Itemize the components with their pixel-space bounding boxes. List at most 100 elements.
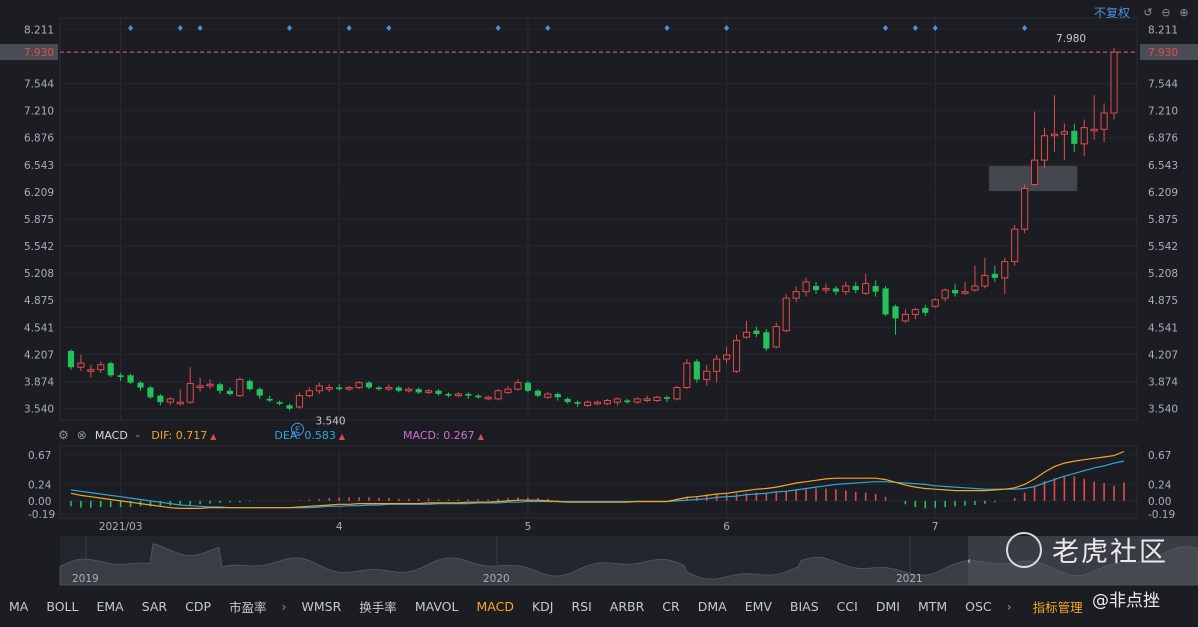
candle (574, 402, 581, 404)
candle (345, 387, 353, 390)
candle (693, 361, 700, 380)
candle (514, 382, 522, 390)
tab-15[interactable]: EMV (744, 598, 772, 614)
candle (355, 382, 363, 389)
candle (593, 401, 602, 405)
tab-6[interactable]: WMSR (301, 598, 342, 614)
tab-14[interactable]: DMA (697, 598, 727, 614)
chevron-down-icon[interactable]: ⌄ (133, 430, 142, 440)
candle (465, 394, 472, 396)
candle (782, 297, 790, 332)
candle (77, 362, 85, 368)
zoom-out-icon[interactable]: ⊖ (1161, 5, 1171, 19)
tab-20[interactable]: OSC (965, 598, 992, 614)
candle (87, 369, 95, 372)
dea-value: DEA: 0.583 ▲ (274, 428, 346, 442)
high-annotation: 7.980 (1056, 33, 1086, 45)
candle (703, 370, 711, 380)
watermark-credit: @非点挫 (1092, 591, 1160, 611)
candle (67, 350, 75, 368)
candle (1090, 128, 1098, 132)
x-tick: 2021/03 (99, 521, 143, 533)
candle (425, 390, 433, 393)
candle (643, 398, 651, 402)
candle (147, 387, 154, 398)
candle (1080, 127, 1088, 145)
tab-7[interactable]: 换手率 (359, 599, 397, 615)
tab-0[interactable]: MA (9, 598, 29, 614)
candle (1110, 51, 1118, 114)
current-price-right: 7.930 (1148, 47, 1178, 59)
candle (206, 383, 214, 387)
tab-4[interactable]: CDP (185, 598, 212, 614)
tab-3[interactable]: SAR (141, 598, 168, 614)
candle (534, 390, 541, 396)
candle (395, 387, 402, 391)
candle (952, 290, 959, 294)
tab-19[interactable]: MTM (917, 598, 948, 614)
y-tick-left: 3.874 (24, 377, 54, 389)
candle (583, 401, 592, 406)
settings-icon[interactable]: ⚙ (58, 428, 69, 442)
candle (176, 401, 184, 405)
tab-10[interactable]: KDJ (531, 598, 554, 614)
candle (276, 402, 283, 404)
x-tick: 7 (932, 521, 939, 533)
candle (236, 378, 244, 397)
indicator-name[interactable]: MACD (94, 428, 128, 442)
tab-1[interactable]: BOLL (46, 598, 79, 614)
y-tick-right: 4.207 (1148, 349, 1178, 361)
event-badge-icon (291, 422, 305, 436)
y-tick-right: 3.540 (1148, 404, 1178, 416)
candle (415, 389, 422, 393)
candle (1100, 112, 1108, 130)
tab-11[interactable]: RSI (571, 598, 592, 614)
indicator-tabs: MA BOLL EMA SAR CDP 市盈率 › WMSR 换手率 MAVOL MACD KDJ RS… (0, 592, 1198, 620)
tab-17[interactable]: CCI (836, 598, 858, 614)
candle (157, 395, 164, 403)
candle (971, 285, 979, 291)
candle (117, 375, 124, 377)
event-badge-label: E (295, 426, 300, 436)
tab-18[interactable]: DMI (875, 598, 900, 614)
x-tick: 5 (525, 521, 532, 533)
candle (375, 387, 382, 390)
undo-icon[interactable]: ↺ (1143, 5, 1153, 19)
candle (961, 291, 969, 294)
candle (862, 283, 870, 294)
candle (97, 364, 105, 371)
tab-8[interactable]: MAVOL (414, 598, 459, 614)
current-price-tag-right (1140, 44, 1198, 61)
y-tick-left: 5.542 (24, 241, 54, 253)
close-icon[interactable]: ⊗ (76, 428, 87, 442)
macd-panel-frame (59, 445, 1138, 519)
candle (931, 299, 939, 307)
navigator-arrow-icon[interactable]: ‹ (967, 556, 971, 567)
candle (127, 375, 134, 383)
candle (713, 358, 721, 372)
candle (892, 306, 899, 319)
candle (882, 288, 889, 315)
event-marker (1022, 25, 1028, 31)
tab-16[interactable]: BIAS (789, 598, 819, 614)
tab-more-icon[interactable]: › (281, 598, 287, 614)
event-marker (177, 25, 183, 31)
tab-12[interactable]: ARBR (609, 598, 645, 614)
candle (305, 390, 313, 397)
candle (246, 381, 253, 390)
tab-2[interactable]: EMA (96, 598, 124, 614)
tab-scroll-icon[interactable]: › (1006, 598, 1012, 614)
candle (1050, 133, 1059, 137)
macd-y-tick-left: 0.00 (28, 496, 51, 508)
candle (732, 339, 741, 372)
y-tick-left: 3.540 (24, 404, 54, 416)
tab-13[interactable]: CR (662, 598, 680, 614)
price-adjust-toggle[interactable]: 不复权 (1093, 6, 1130, 20)
indicator-manage-button[interactable]: 指标管理 (1032, 599, 1083, 615)
candle (1011, 228, 1019, 263)
tab-5[interactable]: 市盈率 (229, 599, 267, 615)
tab-9[interactable]: MACD (476, 598, 514, 614)
y-tick-right: 4.541 (1148, 322, 1178, 334)
candle (137, 382, 144, 388)
zoom-in-icon[interactable]: ⊕ (1179, 5, 1189, 19)
